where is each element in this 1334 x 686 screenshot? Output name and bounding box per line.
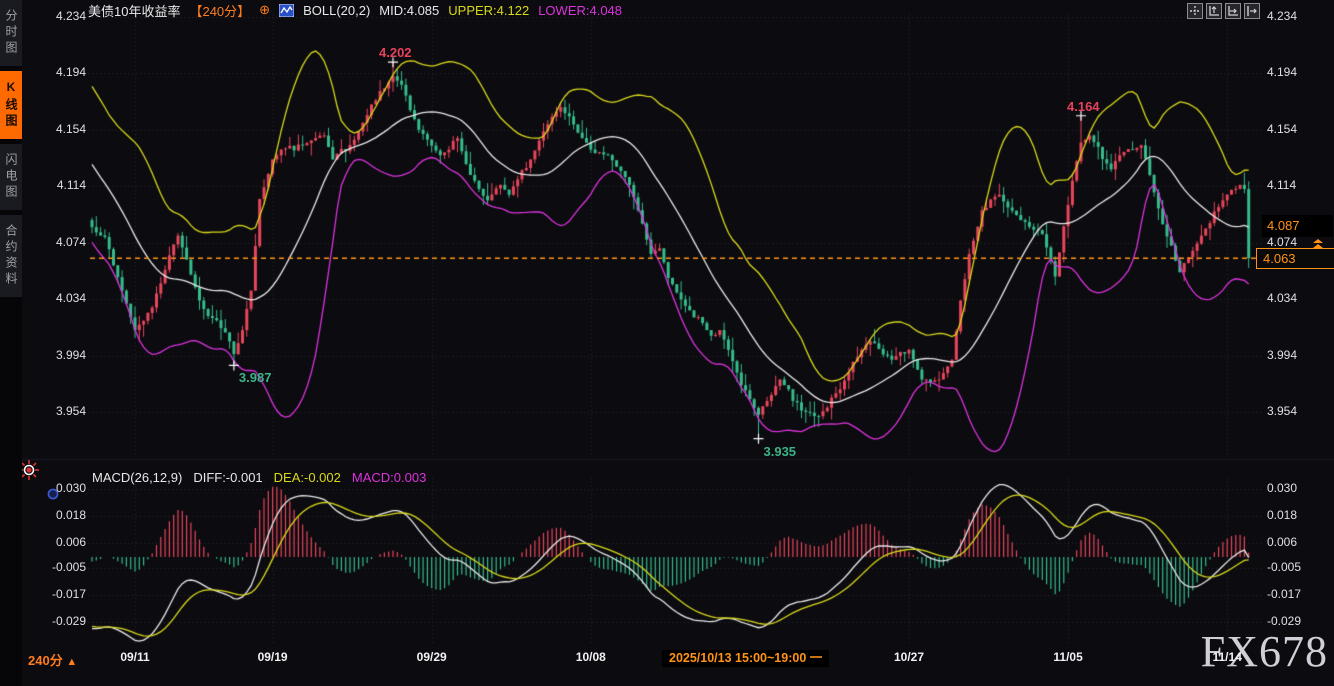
sidebar-item-2[interactable]: 闪电图 (0, 144, 22, 210)
last-price-tag: 4.063 (1256, 248, 1334, 269)
date-label: 11/14 (1212, 650, 1242, 664)
date-label: 11/05 (1053, 650, 1083, 664)
pan-right-icon[interactable] (1244, 3, 1260, 19)
low-annotation: 3.987 (238, 370, 272, 386)
symbol-title: 美债10年收益率 (88, 3, 181, 19)
period-selector[interactable]: 240分 ▲ (28, 653, 78, 668)
high-annotation: 4.164 (1067, 98, 1100, 114)
macd-header: MACD(26,12,9) DIFF:-0.001 DEA:-0.002 MAC… (92, 470, 426, 485)
high-annotation: 4.202 (379, 45, 412, 61)
macd-label-right: -0.029 (1267, 614, 1302, 629)
macd-label-right: 0.018 (1267, 508, 1298, 523)
chart-type-sidebar: 分时图 K线图闪电图合约资料 (0, 0, 22, 686)
boll-label: BOLL(20,2) (303, 2, 371, 18)
sidebar-item-1[interactable]: K线图 (0, 71, 22, 139)
price-label-left: 3.954 (55, 403, 86, 418)
low-annotation: 3.935 (763, 443, 797, 459)
macd-label-left: 0.018 (55, 508, 86, 523)
period-badge[interactable]: 【240分】 (189, 3, 251, 19)
boll-mid-price-tag: 4.087 (1262, 215, 1333, 237)
alert-burst-icon[interactable] (19, 460, 39, 480)
macd-label-right: 0.030 (1267, 481, 1298, 496)
chart-header: 美债10年收益率 【240分】 ⊕ BOLL(20,2) MID:4.085 U… (88, 2, 623, 19)
crosshair-icon[interactable] (1187, 3, 1203, 19)
boll-chart-icon[interactable] (279, 3, 295, 17)
macd-macd-value: MACD:0.003 (351, 470, 427, 485)
macd-label-left: -0.017 (51, 587, 86, 602)
macd-diff-value: DIFF:-0.001 (193, 470, 263, 485)
price-label-left: 4.074 (55, 234, 86, 249)
macd-label-right: -0.017 (1267, 587, 1302, 602)
scroll-latest-icon[interactable] (1311, 238, 1325, 250)
sidebar-item-3[interactable]: 合约资料 (0, 215, 22, 297)
chart-tools (1187, 3, 1260, 19)
macd-label: MACD(26,12,9) (92, 470, 183, 485)
macd-dea-value: DEA:-0.002 (273, 470, 341, 485)
date-label: 09/11 (120, 650, 150, 664)
macd-label-left: -0.029 (51, 614, 86, 629)
hovered-bar-time-label: 2025/10/13 15:00~19:00 一 (662, 650, 830, 667)
price-label-right: 4.194 (1267, 65, 1298, 80)
price-label-left: 4.194 (55, 65, 86, 80)
price-label-left: 4.034 (55, 291, 86, 306)
macd-label-left: 0.030 (55, 481, 86, 496)
sidebar-item-0[interactable]: 分时图 (0, 0, 22, 66)
price-label-right: 4.154 (1267, 121, 1298, 136)
date-label: 10/27 (893, 650, 925, 664)
x-axis-scale-icon[interactable] (1225, 3, 1241, 19)
price-label-left: 3.994 (55, 347, 86, 362)
date-label: 09/29 (416, 650, 447, 664)
boll-lower-value: LOWER:4.048 (538, 2, 623, 18)
boll-mid-value: MID:4.085 (379, 2, 440, 18)
price-label-right: 4.114 (1267, 178, 1297, 193)
price-label-right: 4.034 (1267, 291, 1298, 306)
price-label-right: 3.954 (1267, 403, 1298, 418)
price-label-left: 4.234 (55, 9, 86, 23)
macd-label-left: -0.005 (51, 560, 86, 575)
add-indicator-icon[interactable]: ⊕ (259, 2, 271, 17)
macd-label-right: -0.005 (1267, 560, 1302, 575)
brand-watermark: FX678 (1200, 627, 1328, 676)
macd-label-left: 0.006 (55, 535, 86, 550)
macd-label-right: 0.006 (1267, 535, 1298, 550)
price-label-right: 4.234 (1267, 9, 1298, 23)
price-label-left: 4.114 (56, 178, 86, 193)
price-label-left: 4.154 (55, 121, 86, 136)
price-label-right: 4.074 (1267, 234, 1298, 249)
y-axis-scale-icon[interactable] (1206, 3, 1222, 19)
price-label-right: 3.994 (1267, 347, 1298, 362)
date-label: 10/08 (575, 650, 606, 664)
date-label: 09/19 (257, 650, 288, 664)
indicator-dot-icon (47, 488, 59, 500)
boll-upper-value: UPPER:4.122 (448, 2, 530, 18)
